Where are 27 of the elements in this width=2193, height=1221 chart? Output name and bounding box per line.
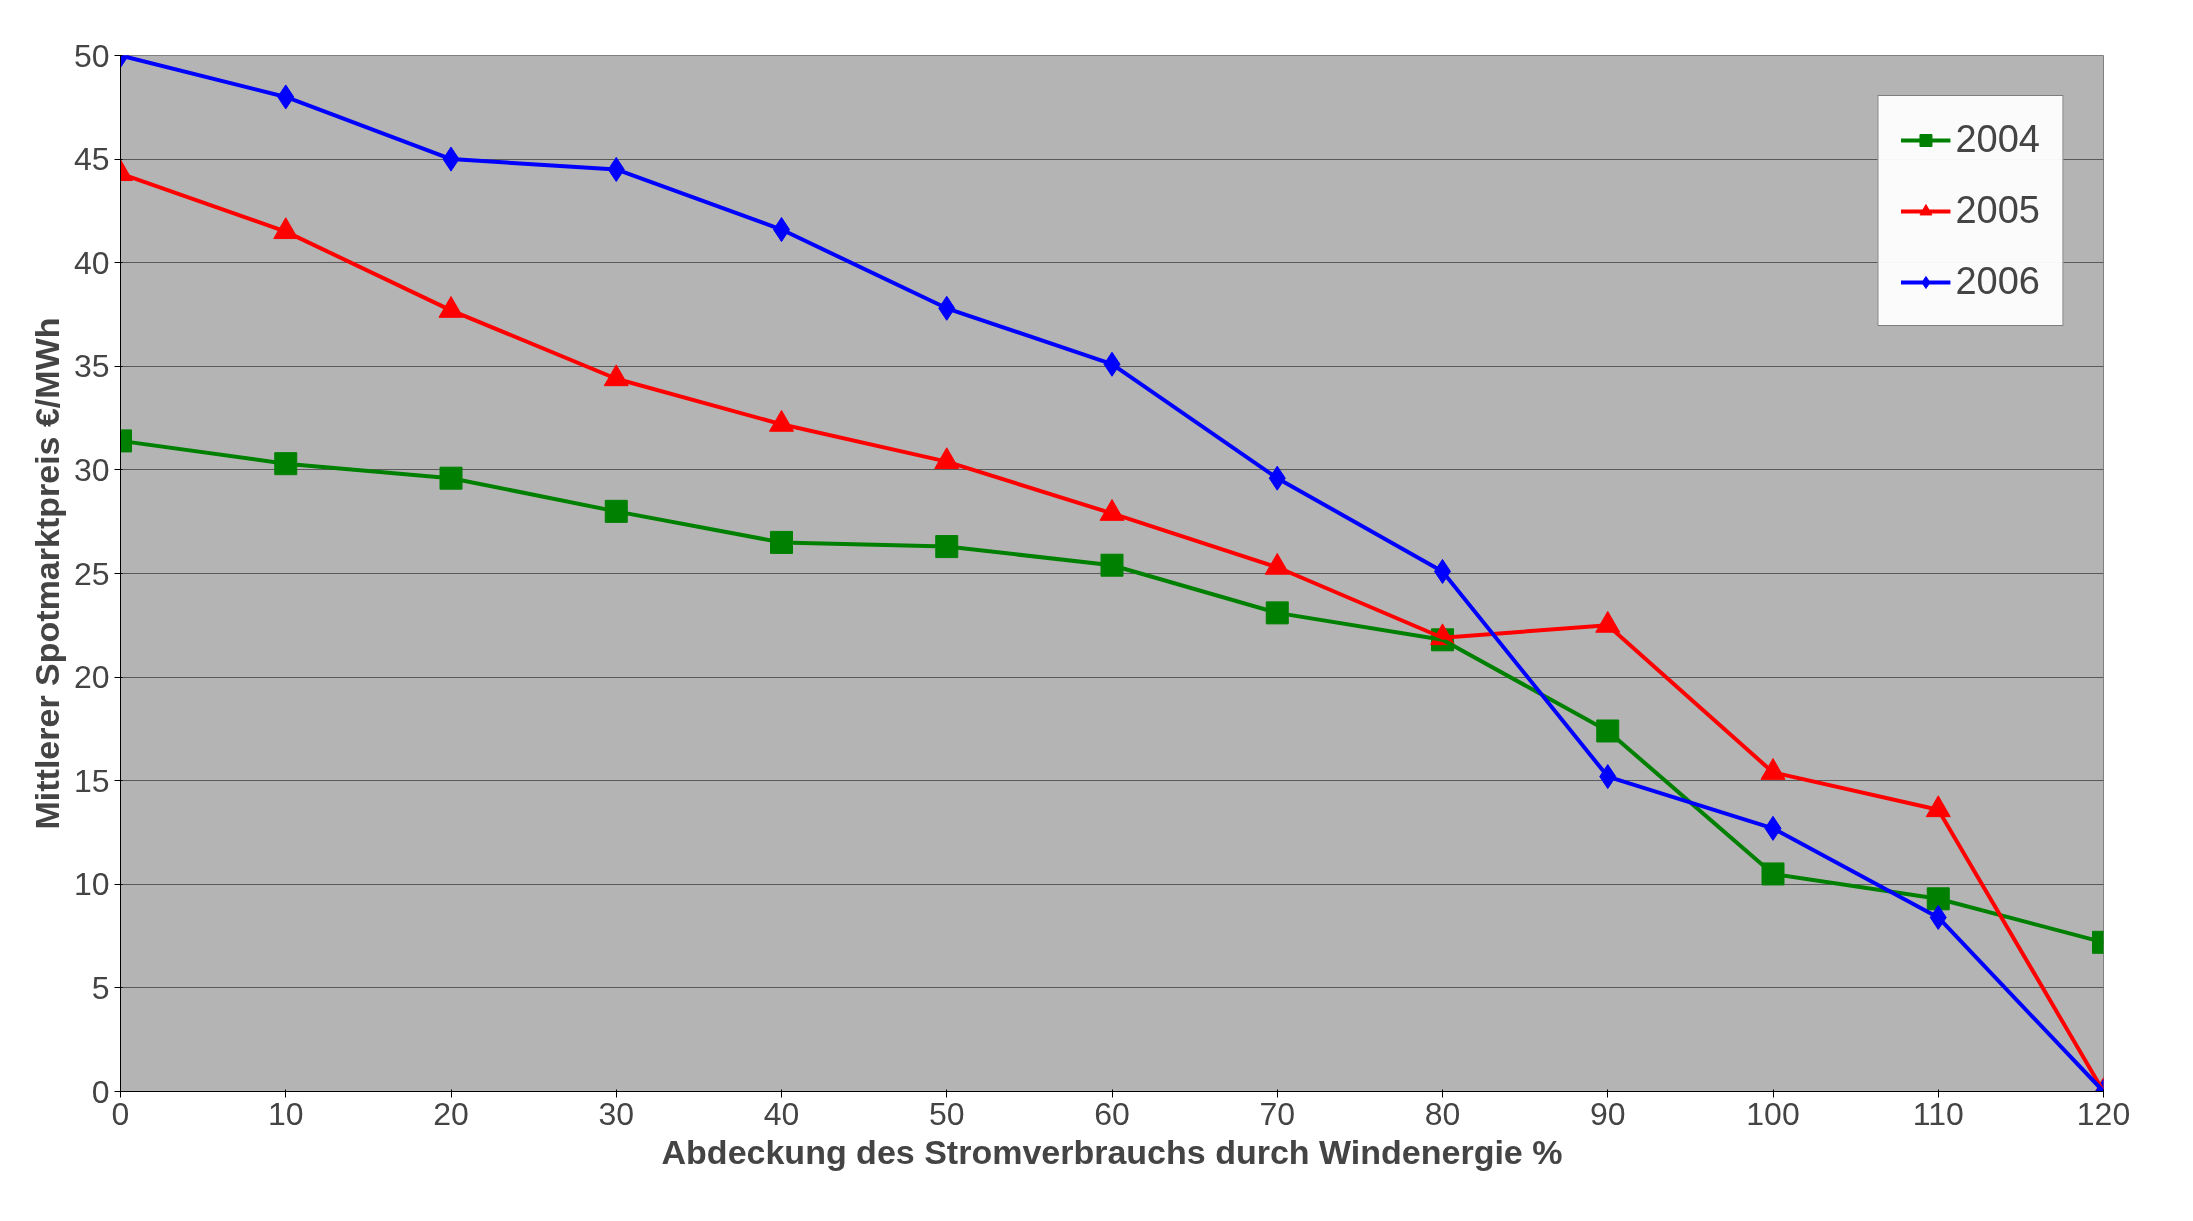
x-tick-label: 110 — [1912, 1095, 1964, 1132]
x-tick-label: 80 — [1424, 1095, 1461, 1132]
y-tick-label: 30 — [73, 451, 110, 488]
x-tick-label: 50 — [928, 1095, 965, 1132]
x-axis-title: Abdeckung des Stromverbrauchs durch Windenergie % — [661, 1132, 1563, 1171]
x-tick-label: 70 — [1259, 1095, 1296, 1132]
legend-label: 2006 — [1955, 260, 2040, 303]
y-tick-label: 10 — [73, 866, 110, 903]
x-tick-label: 10 — [267, 1095, 304, 1132]
x-tick-label: 20 — [433, 1095, 469, 1132]
legend-label: 2005 — [1955, 189, 2040, 232]
y-tick-label: 20 — [73, 659, 110, 696]
x-tick-label: 100 — [1746, 1095, 1800, 1132]
x-tick-label: 120 — [2076, 1095, 2131, 1132]
y-tick-label: 45 — [73, 141, 110, 178]
y-tick-label: 5 — [91, 969, 110, 1006]
x-tick-label: 30 — [598, 1095, 635, 1132]
legend-label: 2004 — [1955, 118, 2040, 161]
y-tick-label: 40 — [73, 244, 110, 281]
y-tick-label: 15 — [73, 762, 110, 799]
x-tick-label: 60 — [1094, 1095, 1130, 1132]
x-tick-label: 40 — [763, 1095, 800, 1132]
y-axis-title: Mittlerer Spotmarktpreis €/MWh — [27, 317, 66, 830]
x-tick-label: 90 — [1589, 1095, 1626, 1132]
y-tick-label: 50 — [73, 37, 110, 74]
y-tick-label: 35 — [73, 348, 110, 385]
y-tick-label: 25 — [73, 555, 110, 592]
